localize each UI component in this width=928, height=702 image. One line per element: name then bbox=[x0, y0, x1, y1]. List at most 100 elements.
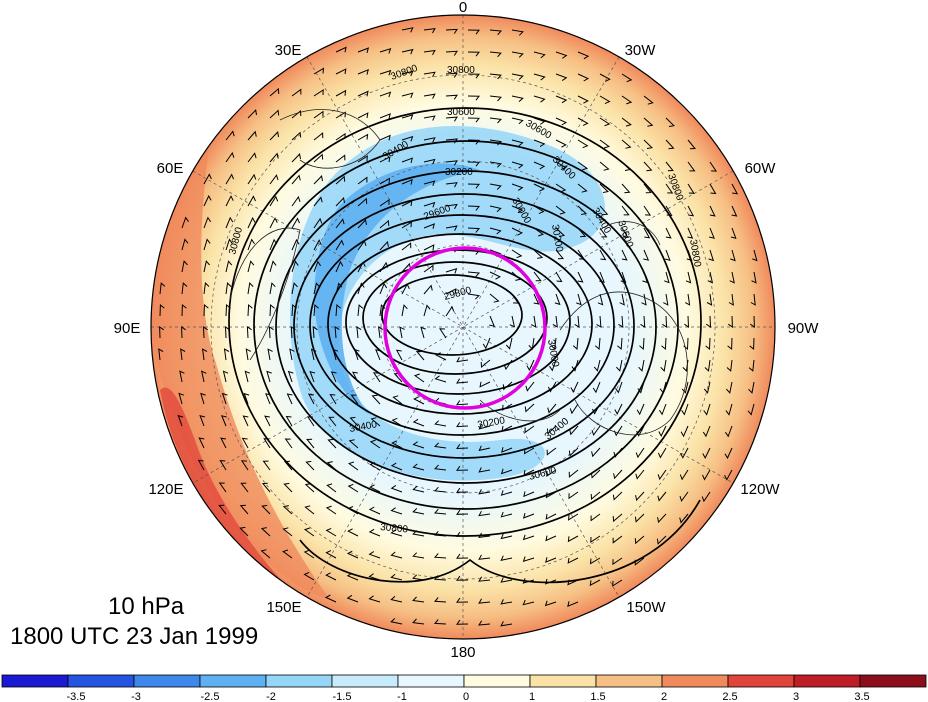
wind-barb bbox=[423, 284, 433, 295]
wind-barb bbox=[412, 618, 425, 625]
wind-barb bbox=[379, 113, 391, 119]
wind-barb bbox=[501, 425, 513, 432]
wind-barb bbox=[313, 239, 322, 251]
wind-barb bbox=[467, 161, 480, 167]
wind-barb bbox=[224, 326, 230, 339]
wind-barb bbox=[489, 183, 502, 190]
wind-barb bbox=[260, 527, 271, 537]
wind-barb bbox=[159, 282, 166, 295]
wind-barb bbox=[456, 356, 469, 363]
wind-barb bbox=[577, 73, 590, 82]
wind-barb bbox=[708, 249, 715, 262]
wind-barb bbox=[707, 271, 714, 284]
wind-barb bbox=[368, 506, 381, 515]
wind-barb bbox=[203, 238, 211, 251]
colorbar-tick: -3.5 bbox=[67, 691, 86, 702]
wind-barb bbox=[290, 326, 296, 339]
wind-barb bbox=[591, 447, 601, 458]
wind-barb bbox=[220, 437, 227, 449]
wind-barb bbox=[478, 445, 491, 452]
wind-barb bbox=[357, 197, 368, 207]
wind-barb bbox=[433, 530, 447, 537]
wind-barb bbox=[390, 573, 403, 581]
wind-barb bbox=[291, 174, 301, 185]
wind-barb bbox=[247, 282, 254, 295]
wind-barb bbox=[511, 293, 520, 304]
pressure-level-label: 10 hPa bbox=[108, 593, 185, 620]
lon-label-150w: 150W bbox=[626, 599, 666, 616]
wind-barb bbox=[577, 51, 590, 60]
wind-barb bbox=[545, 491, 557, 499]
wind-barb bbox=[177, 414, 184, 427]
wind-barb bbox=[749, 337, 755, 351]
wind-barb bbox=[503, 359, 513, 371]
wind-barb bbox=[642, 271, 648, 284]
contour-label: 30800 bbox=[380, 522, 409, 535]
colorbar-tick: 3.5 bbox=[854, 691, 869, 702]
wind-barb bbox=[325, 505, 337, 515]
wind-barb bbox=[369, 484, 381, 493]
wind-barb bbox=[401, 92, 414, 99]
wind-barb bbox=[555, 117, 568, 126]
wind-barb bbox=[179, 370, 185, 383]
map-border bbox=[150, 14, 776, 640]
wind-barb bbox=[303, 571, 315, 581]
lon-label-90w: 90W bbox=[788, 320, 820, 337]
wind-barb bbox=[590, 491, 601, 501]
wind-barb bbox=[313, 196, 323, 207]
wind-barb bbox=[643, 161, 653, 172]
colorbar-swatches bbox=[1, 674, 927, 688]
wind-barb bbox=[525, 381, 535, 392]
wind-barb bbox=[522, 512, 535, 519]
wind-barb bbox=[500, 468, 513, 475]
wind-barb bbox=[201, 370, 207, 383]
wind-barb bbox=[242, 415, 249, 427]
wind-barb bbox=[379, 91, 392, 98]
wind-barb bbox=[225, 260, 233, 273]
wind-barb bbox=[445, 94, 458, 100]
warm-anomaly-region bbox=[151, 140, 330, 600]
wind-barb bbox=[634, 557, 645, 566]
wind-barb bbox=[390, 462, 403, 471]
wind-barb bbox=[313, 110, 324, 119]
wind-barb bbox=[218, 482, 227, 493]
wind-barb bbox=[533, 139, 546, 148]
wind-barb bbox=[401, 262, 411, 273]
wind-barb bbox=[303, 527, 315, 537]
wind-barb bbox=[687, 183, 695, 194]
wind-barb bbox=[665, 205, 673, 216]
wind-barb bbox=[456, 378, 469, 384]
wind-barb bbox=[621, 73, 633, 83]
colorbar-tick: 1.5 bbox=[590, 691, 605, 702]
wind-barb bbox=[423, 223, 435, 229]
wind-barb bbox=[489, 227, 502, 235]
wind-barb bbox=[263, 438, 271, 449]
wind-barb bbox=[283, 460, 293, 471]
wind-barb bbox=[326, 483, 337, 493]
wind-barb bbox=[456, 575, 469, 581]
wind-barb bbox=[369, 439, 381, 449]
wind-barb bbox=[401, 48, 414, 55]
wind-barb bbox=[307, 393, 315, 405]
wind-barb bbox=[203, 260, 210, 273]
wind-barb bbox=[599, 205, 609, 216]
lon-label-60w: 60W bbox=[745, 160, 777, 177]
lon-label-120w: 120W bbox=[740, 481, 780, 498]
wind-barb bbox=[546, 425, 557, 435]
wind-barb bbox=[456, 465, 469, 471]
wind-barb bbox=[567, 557, 579, 564]
wind-barb bbox=[511, 117, 524, 125]
wind-barb bbox=[665, 183, 674, 194]
wind-barb bbox=[267, 348, 273, 361]
wind-barb bbox=[456, 422, 469, 428]
wind-barb bbox=[239, 526, 249, 537]
wind-barb bbox=[709, 205, 716, 217]
wind-barb bbox=[522, 556, 535, 562]
wind-barb bbox=[456, 444, 469, 450]
wind-barb bbox=[335, 218, 345, 229]
wind-barb bbox=[434, 420, 447, 427]
wind-barb bbox=[456, 509, 469, 515]
wind-barb bbox=[330, 371, 337, 383]
wind-barb bbox=[433, 597, 447, 603]
wind-barb bbox=[379, 134, 391, 141]
